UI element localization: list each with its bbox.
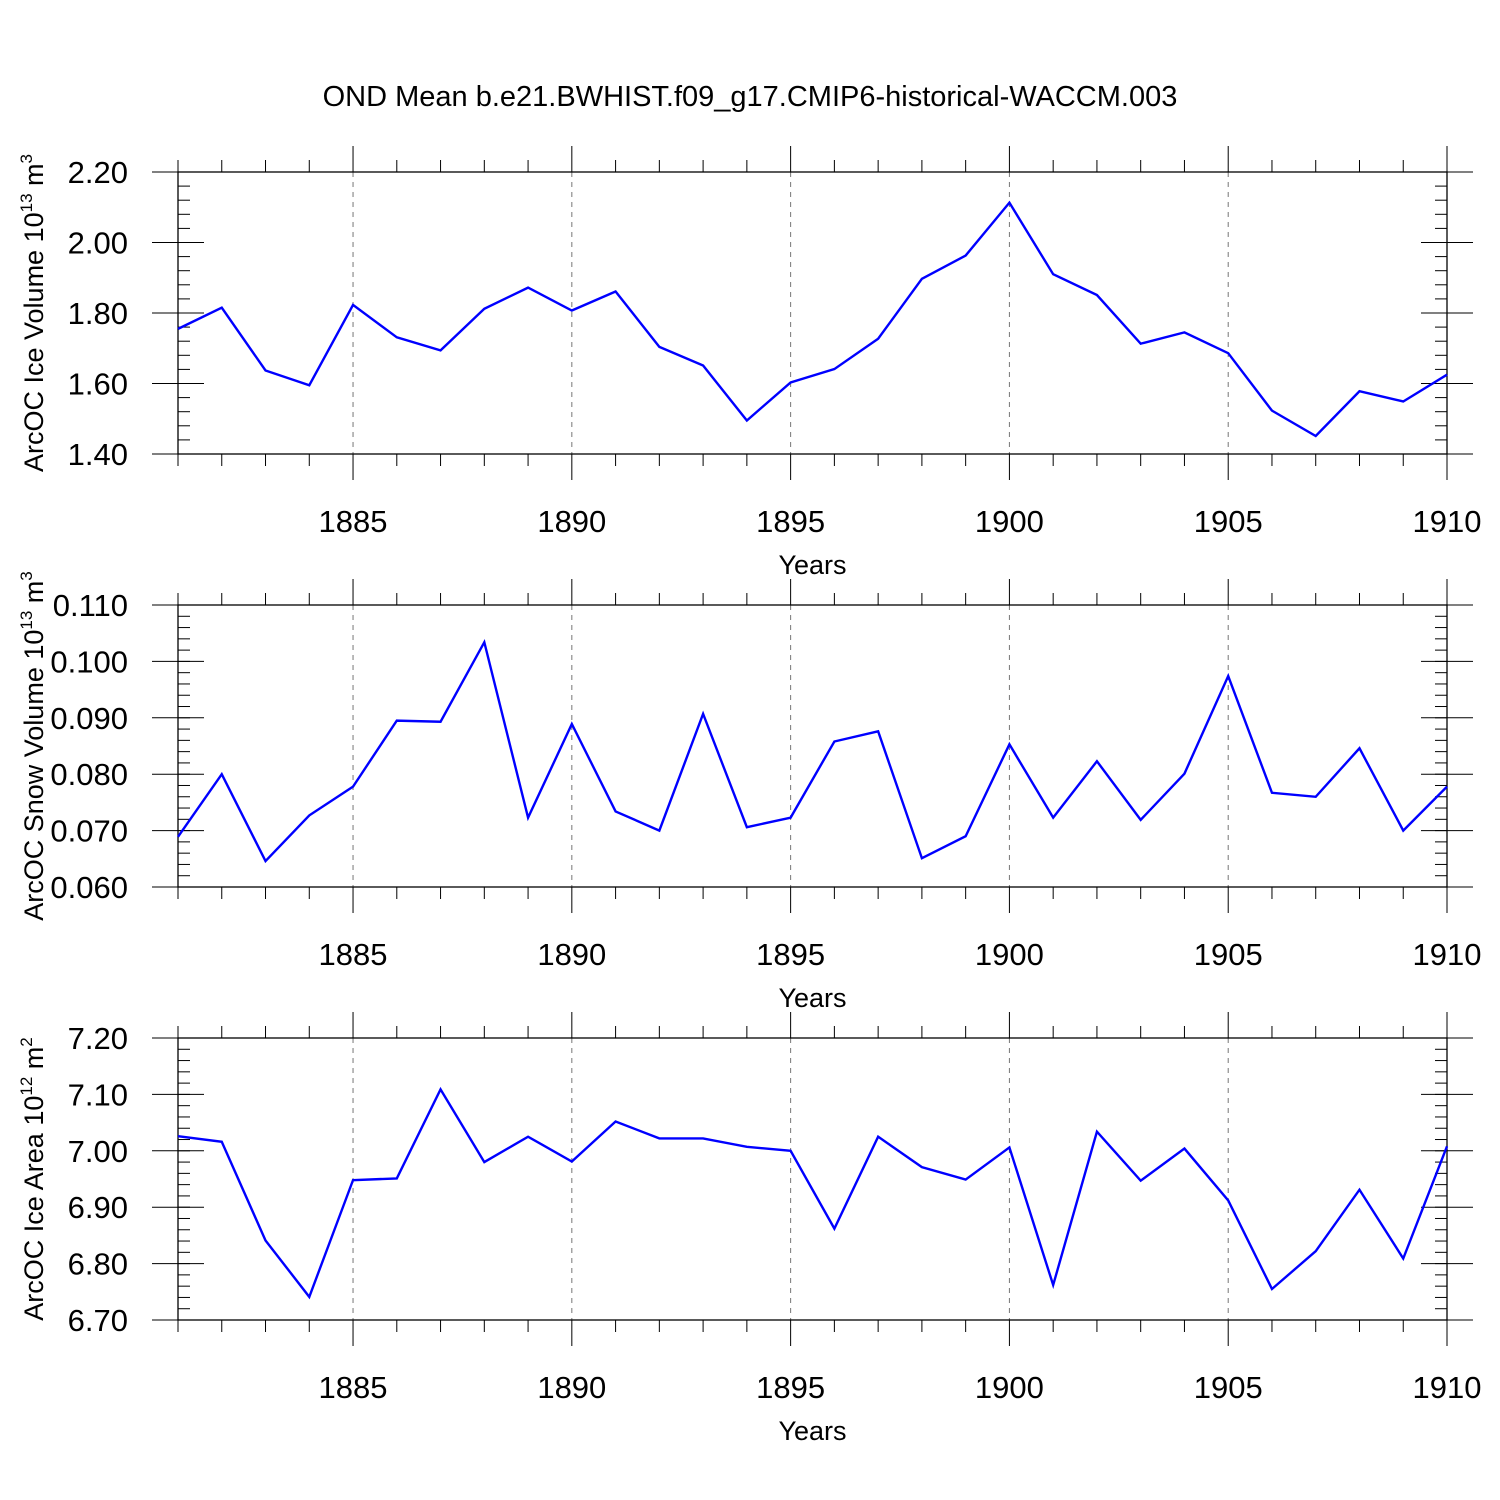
x-tick-label: 1900 — [975, 504, 1044, 539]
y-tick-label: 6.90 — [68, 1190, 128, 1225]
x-tick-label: 1900 — [975, 1370, 1044, 1405]
y-axis-label-superscript: 2 — [17, 1037, 36, 1046]
x-tick-label: 1905 — [1194, 504, 1263, 539]
x-tick-label: 1895 — [756, 1370, 825, 1405]
x-tick-label: 1885 — [319, 937, 388, 972]
x-axis-label: Years — [778, 1416, 846, 1446]
series-line — [177, 200, 1448, 438]
y-tick-label: 1.40 — [68, 437, 128, 472]
y-axis-label-superscript: 12 — [17, 1077, 36, 1096]
y-axis-label-part: m — [19, 581, 49, 611]
y-tick-label: 2.20 — [68, 155, 128, 190]
y-tick-label: 0.060 — [50, 870, 128, 905]
x-tick-label: 1885 — [319, 504, 388, 539]
y-axis-label-superscript: 13 — [17, 193, 36, 212]
figure-title: OND Mean b.e21.BWHIST.f09_g17.CMIP6-hist… — [323, 81, 1178, 113]
y-axis-label-part: ArcOC Ice Area 10 — [19, 1096, 49, 1321]
panel-2: 0.060 0.070 0.080 0.090 0.100 0.110 1885 1890 18… — [17, 571, 1481, 1013]
y-axis-label-part: m — [19, 1047, 49, 1077]
x-tick-label: 1885 — [319, 1370, 388, 1405]
series-line — [177, 1086, 1449, 1300]
y-axis-label-part: ArcOC Ice Volume 10 — [19, 212, 49, 472]
y-axis-label: ArcOC Snow Volume 1013 m3 — [17, 571, 49, 921]
x-axis-label: Years — [778, 550, 846, 580]
y-tick-label: 0.110 — [53, 588, 128, 623]
y-tick-label: 2.00 — [68, 226, 128, 261]
y-tick-label: 6.80 — [68, 1247, 128, 1282]
y-axis-label-superscript: 3 — [17, 571, 36, 580]
y-axis-label: ArcOC Ice Area 1012 m2 — [17, 1037, 49, 1321]
plot-frame — [177, 171, 1448, 455]
y-tick-label: 7.20 — [68, 1021, 128, 1056]
plot-frame — [177, 1037, 1448, 1321]
y-axis-label-part: m — [19, 163, 49, 193]
x-tick-label: 1905 — [1194, 1370, 1263, 1405]
y-tick-label: 0.080 — [50, 757, 128, 792]
x-tick-label: 1890 — [537, 937, 606, 972]
y-axis-label-superscript: 13 — [17, 611, 36, 630]
x-tick-label: 1890 — [537, 504, 606, 539]
x-tick-label: 1910 — [1413, 504, 1482, 539]
x-tick-label: 1910 — [1413, 937, 1482, 972]
y-tick-label: 7.00 — [68, 1134, 128, 1169]
panel-3: 6.70 6.80 6.90 7.00 7.10 7.20 1885 1890 1895 1900… — [17, 1012, 1481, 1446]
x-tick-label: 1895 — [756, 504, 825, 539]
plot-frame — [177, 604, 1448, 888]
y-tick-label: 0.100 — [50, 644, 128, 679]
x-axis-label: Years — [778, 983, 846, 1013]
panel-1: 1.40 1.60 1.80 2.00 2.20 1885 1890 1895 1900 1905… — [17, 146, 1481, 580]
y-tick-label: 6.70 — [68, 1303, 128, 1338]
y-tick-label: 0.070 — [50, 814, 128, 849]
series-line — [177, 638, 1448, 864]
x-tick-label: 1895 — [756, 937, 825, 972]
y-axis-label-part: ArcOC Snow Volume 10 — [19, 630, 49, 921]
x-tick-label: 1905 — [1194, 937, 1263, 972]
y-tick-label: 0.090 — [50, 701, 128, 736]
y-tick-label: 1.80 — [68, 296, 128, 331]
y-axis-label: ArcOC Ice Volume 1013 m3 — [17, 154, 49, 472]
y-tick-label: 7.10 — [68, 1077, 128, 1112]
x-tick-label: 1900 — [975, 937, 1044, 972]
y-axis-label-superscript: 3 — [17, 154, 36, 163]
panels: 1.40 1.60 1.80 2.00 2.20 1885 1890 1895 1900 1905… — [17, 146, 1481, 1446]
x-tick-label: 1890 — [537, 1370, 606, 1405]
x-tick-label: 1910 — [1413, 1370, 1482, 1405]
y-tick-label: 1.60 — [68, 367, 128, 402]
